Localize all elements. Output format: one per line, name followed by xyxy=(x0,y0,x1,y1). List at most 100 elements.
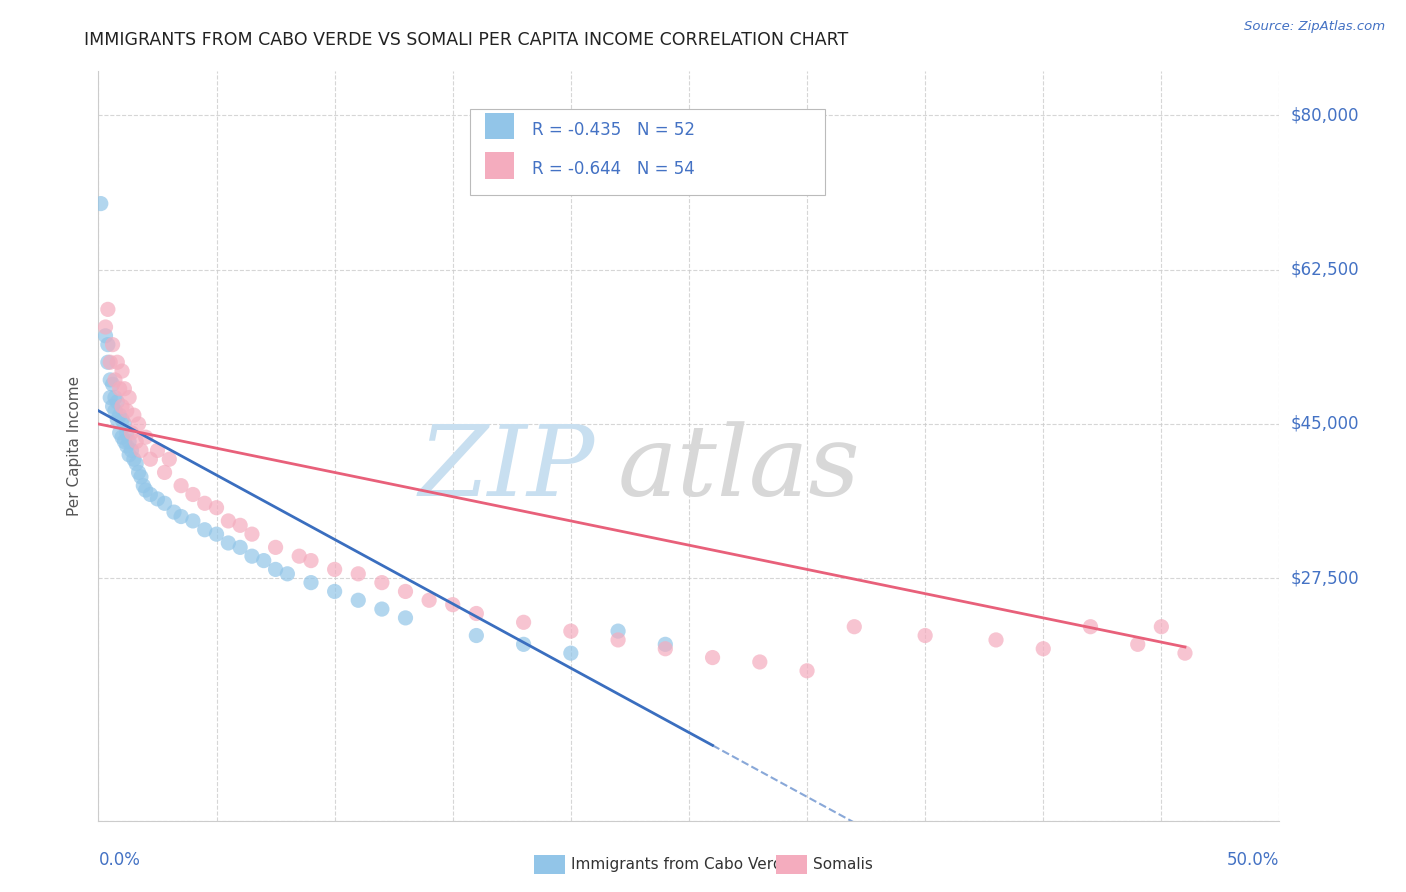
Text: R = -0.435   N = 52: R = -0.435 N = 52 xyxy=(531,120,695,139)
Point xyxy=(111,412,134,426)
Point xyxy=(914,628,936,642)
Point xyxy=(118,448,141,462)
Point xyxy=(112,382,135,396)
Point xyxy=(217,514,239,528)
Text: $45,000: $45,000 xyxy=(1291,415,1360,433)
Point xyxy=(465,628,488,642)
Point xyxy=(253,553,276,567)
Point xyxy=(229,541,252,555)
Point xyxy=(97,302,120,317)
Point xyxy=(240,527,263,541)
Point xyxy=(157,452,180,467)
Point xyxy=(163,505,186,519)
Y-axis label: Per Capita Income: Per Capita Income xyxy=(66,376,82,516)
Point xyxy=(97,337,120,351)
Point xyxy=(170,509,193,524)
Point xyxy=(323,562,346,576)
Point xyxy=(104,391,127,405)
Point xyxy=(181,487,204,501)
Point xyxy=(1174,646,1197,660)
Text: ZIP: ZIP xyxy=(418,421,595,516)
Point xyxy=(135,430,157,444)
Text: $80,000: $80,000 xyxy=(1291,106,1360,125)
Point xyxy=(108,408,131,422)
Point xyxy=(129,470,152,484)
Point xyxy=(560,624,582,639)
Point xyxy=(702,650,724,665)
Point xyxy=(264,562,287,576)
Point xyxy=(94,328,117,343)
Point xyxy=(229,518,252,533)
Point xyxy=(654,637,676,651)
Point xyxy=(1032,641,1054,656)
Point xyxy=(264,541,287,555)
Point xyxy=(122,408,145,422)
Point xyxy=(394,584,416,599)
Point xyxy=(205,500,228,515)
Text: atlas: atlas xyxy=(619,421,860,516)
Text: $62,500: $62,500 xyxy=(1291,260,1360,278)
Point xyxy=(111,400,134,414)
Point xyxy=(115,425,138,440)
Point xyxy=(121,443,143,458)
Point xyxy=(299,575,322,590)
Point xyxy=(394,611,416,625)
Point xyxy=(984,632,1007,647)
Point xyxy=(205,527,228,541)
Point xyxy=(90,196,112,211)
Point xyxy=(111,430,134,444)
Text: Source: ZipAtlas.com: Source: ZipAtlas.com xyxy=(1244,20,1385,33)
Point xyxy=(194,523,217,537)
Point xyxy=(105,395,128,409)
Point xyxy=(108,382,131,396)
Point xyxy=(101,337,124,351)
Point xyxy=(108,425,131,440)
Point xyxy=(347,593,370,607)
Point xyxy=(371,602,394,616)
Point xyxy=(101,377,124,392)
Point xyxy=(607,624,630,639)
Point xyxy=(139,487,162,501)
Point xyxy=(98,373,121,387)
Point xyxy=(115,403,138,417)
Point xyxy=(98,355,121,369)
Point xyxy=(125,457,148,471)
Point xyxy=(128,466,150,480)
Point xyxy=(371,575,394,590)
Point xyxy=(112,417,135,431)
Point xyxy=(1150,620,1173,634)
Point xyxy=(170,478,193,492)
Point xyxy=(129,443,152,458)
Point xyxy=(153,496,176,510)
FancyBboxPatch shape xyxy=(485,153,515,178)
Point xyxy=(146,491,169,506)
Point xyxy=(112,434,135,449)
Text: R = -0.644   N = 54: R = -0.644 N = 54 xyxy=(531,160,695,178)
Point xyxy=(135,483,157,497)
Text: $27,500: $27,500 xyxy=(1291,569,1360,587)
Point xyxy=(194,496,217,510)
Point xyxy=(153,466,176,480)
Point xyxy=(146,443,169,458)
Text: Somalis: Somalis xyxy=(813,857,873,871)
Point xyxy=(465,607,488,621)
Point xyxy=(1126,637,1149,651)
Point xyxy=(512,637,534,651)
Point xyxy=(418,593,440,607)
Point xyxy=(98,391,121,405)
Point xyxy=(104,373,127,387)
Text: Immigrants from Cabo Verde: Immigrants from Cabo Verde xyxy=(571,857,792,871)
Text: 0.0%: 0.0% xyxy=(98,851,141,869)
Point xyxy=(217,536,239,550)
Point xyxy=(104,403,127,417)
Point xyxy=(512,615,534,630)
Point xyxy=(240,549,263,564)
FancyBboxPatch shape xyxy=(485,112,515,139)
Point xyxy=(105,355,128,369)
Point xyxy=(139,452,162,467)
Point xyxy=(288,549,311,564)
Point xyxy=(299,553,322,567)
Point xyxy=(1080,620,1102,634)
Point xyxy=(121,425,143,440)
Point xyxy=(441,598,464,612)
